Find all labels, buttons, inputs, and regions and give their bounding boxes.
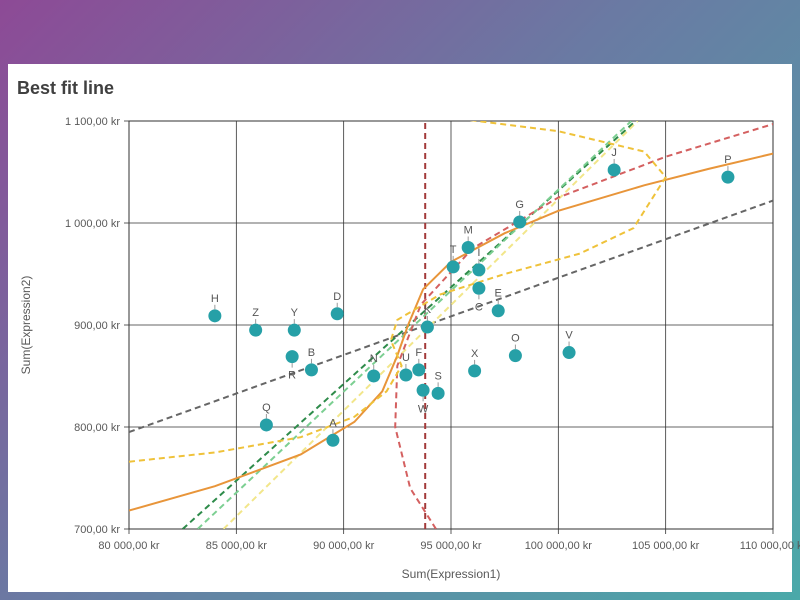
data-points: A B C D E F G H I J K M N O P Q R S T U V W X Y Z [208,147,735,447]
x-tick-label: 80 000,00 kr [98,540,159,552]
point-label: G [515,199,524,211]
x-tick-label: 95 000,00 kr [420,540,481,552]
data-point[interactable] [208,309,222,323]
point-label: K [424,304,432,316]
point-label: S [434,370,441,382]
point-label: O [511,333,520,345]
data-point[interactable] [367,369,381,383]
fit-line [129,152,773,512]
data-point[interactable] [472,263,486,277]
data-point[interactable] [326,433,340,447]
point-label: E [495,288,502,300]
data-point[interactable] [431,386,445,400]
data-point[interactable] [416,383,430,397]
y-tick-label: 800,00 kr [74,422,120,434]
point-label: X [471,348,479,360]
x-tick-label: 85 000,00 kr [206,540,267,552]
point-label: N [370,353,378,365]
y-axis-label: Sum(Expression2) [19,276,33,375]
chart-title: Best fit line [17,78,115,98]
fit-line [129,199,773,434]
y-tick-label: 1 000,00 kr [65,218,120,230]
x-tick-label: 90 000,00 kr [313,540,374,552]
data-point[interactable] [249,323,263,337]
data-point[interactable] [562,346,576,360]
data-point[interactable] [330,307,344,321]
data-point[interactable] [420,320,434,334]
y-tick-label: 1 100,00 kr [65,116,120,128]
fit-line [129,121,667,463]
point-label: W [418,403,429,415]
point-label: T [450,244,457,256]
data-point[interactable] [491,304,505,318]
data-point[interactable] [259,418,273,432]
data-point[interactable] [508,349,522,363]
point-label: A [329,417,337,429]
point-label: P [724,154,731,166]
point-label: U [402,352,410,364]
y-tick-label: 900,00 kr [74,320,120,332]
point-label: J [611,147,617,159]
point-label: H [211,293,219,305]
point-label: R [288,370,296,382]
point-label: F [415,347,422,359]
x-axis-label: Sum(Expression1) [402,567,501,581]
point-label: Q [262,402,271,414]
data-point[interactable] [461,240,475,254]
point-label: Y [291,307,299,319]
y-tick-label: 700,00 kr [74,524,120,536]
data-point[interactable] [472,281,486,295]
point-label: D [333,291,341,303]
data-point[interactable] [513,215,527,229]
point-label: C [475,301,483,313]
data-point[interactable] [721,170,735,184]
point-label: B [308,347,315,359]
fit-line [394,123,773,529]
point-label: Z [252,307,259,319]
data-point[interactable] [412,363,426,377]
data-point[interactable] [607,163,621,177]
x-tick-label: 110 000,00 kr [740,540,800,552]
x-tick-label: 100 000,00 kr [525,540,593,552]
grid-lines [128,120,774,530]
data-point[interactable] [399,368,413,382]
axis-ticks: 80 000,00 kr 85 000,00 kr 90 000,00 kr 95 0… [65,116,800,552]
x-tick-label: 105 000,00 kr [632,540,700,552]
data-point[interactable] [446,260,460,274]
data-point[interactable] [285,350,299,364]
chart-card: Best fit line [8,64,792,592]
point-label: V [565,330,573,342]
point-label: I [477,247,480,259]
data-point[interactable] [304,363,318,377]
data-point[interactable] [468,364,482,378]
data-point[interactable] [287,323,301,337]
point-label: M [464,224,473,236]
